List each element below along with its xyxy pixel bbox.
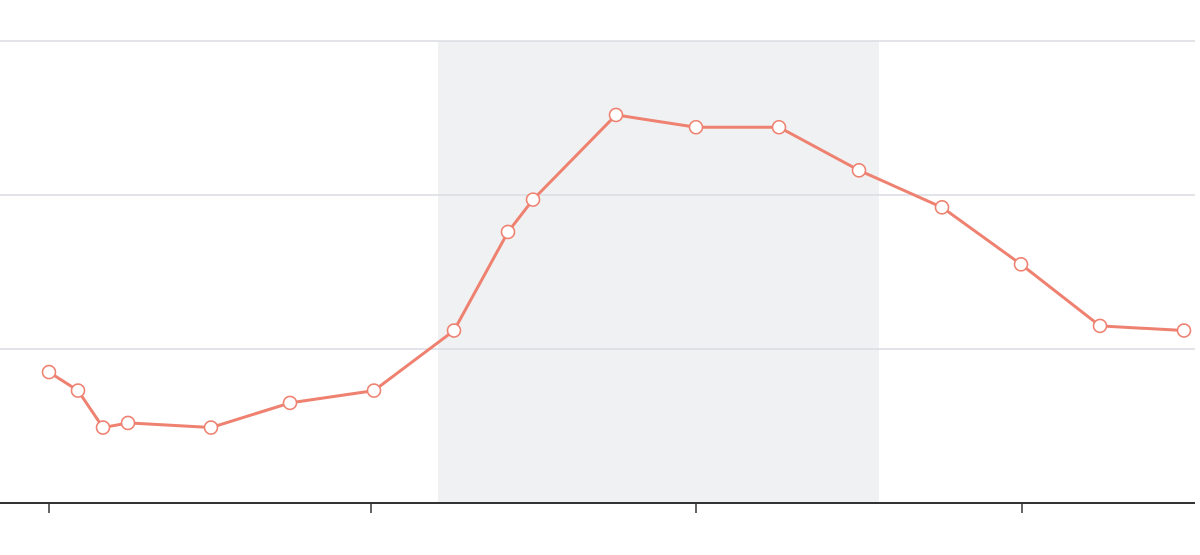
data-point-14 — [851, 163, 867, 178]
data-point-2 — [70, 383, 86, 398]
data-point-4 — [120, 415, 136, 431]
data-point-13 — [771, 119, 787, 135]
highlight-band — [438, 41, 879, 503]
data-point-18 — [1176, 323, 1192, 338]
x-axis — [0, 502, 1195, 513]
data-point-10 — [525, 192, 541, 207]
data-point-7 — [366, 383, 382, 398]
data-point-1 — [41, 364, 57, 380]
data-point-3 — [95, 420, 111, 435]
data-point-9 — [500, 224, 516, 240]
data-point-16 — [1013, 256, 1029, 272]
data-point-12 — [688, 119, 704, 135]
data-point-11 — [608, 107, 624, 123]
data-point-6 — [282, 395, 298, 411]
data-point-5 — [203, 420, 219, 435]
gridlines-layer — [0, 40, 1195, 350]
highlight-band-layer — [438, 41, 879, 503]
data-points-layer — [41, 107, 1192, 435]
data-point-15 — [934, 200, 950, 215]
data-point-17 — [1092, 318, 1108, 334]
data-point-8 — [446, 323, 462, 338]
